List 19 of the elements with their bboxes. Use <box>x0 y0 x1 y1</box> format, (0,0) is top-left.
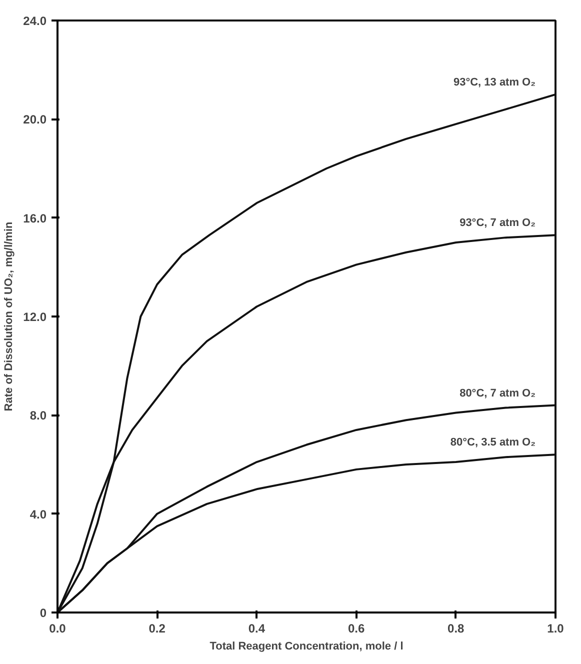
y-axis-title: Rate of Dissolution of UO₂, mg/l/min <box>3 221 16 412</box>
y-tick-label: 0 <box>40 606 47 620</box>
x-tick-label: 0.0 <box>49 622 66 636</box>
series-label: 80°C, 3.5 atm O₂ <box>450 436 536 449</box>
x-tick-label: 1.0 <box>547 622 564 636</box>
y-tick-label: 4.0 <box>30 507 47 522</box>
x-tick-label: 0.4 <box>248 622 266 636</box>
x-tick-label: 0.6 <box>348 622 365 636</box>
x-tick-label: 0.2 <box>148 622 166 636</box>
series-label: 93°C, 13 atm O₂ <box>453 76 536 88</box>
y-tick-label: 8.0 <box>30 408 47 423</box>
y-tick-label: 16.0 <box>23 211 47 226</box>
y-tick-label: 12.0 <box>23 310 47 324</box>
y-tick-label: 24.0 <box>23 14 47 28</box>
series-label: 80°C, 7 atm O₂ <box>460 387 536 400</box>
x-axis-title: Total Reagent Concentration, mole / l <box>210 640 404 652</box>
series-label: 93°C, 7 atm O₂ <box>460 217 536 230</box>
x-tick-label: 0.8 <box>448 622 465 636</box>
y-tick-label: 20.0 <box>23 112 47 127</box>
